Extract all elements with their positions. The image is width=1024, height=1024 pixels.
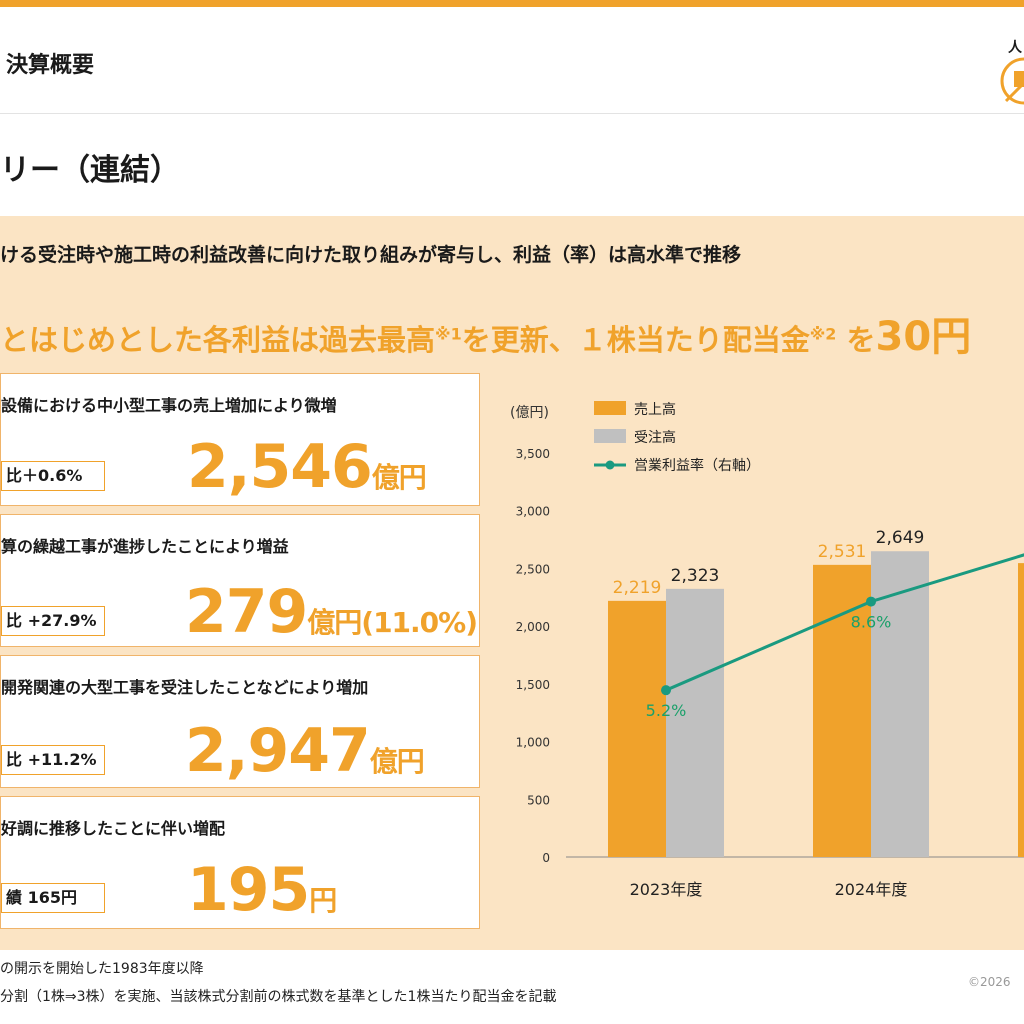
kpi-margin: (11.0%) [361, 606, 478, 639]
bar-data-label: 2,649 [876, 528, 925, 548]
kpi-value: 195円 [187, 855, 337, 925]
y-tick-label: 500 [527, 793, 550, 807]
x-tick-label: 2023年度 [630, 880, 703, 899]
margin-data-label: 5.2% [646, 701, 687, 720]
kpi-card-sales: 設備における中小型工事の売上増加により微増 比＋0.6% 2,546億円 [0, 373, 480, 506]
y-tick-label: 1,000 [516, 736, 550, 750]
margin-point [661, 685, 671, 696]
kpi-yoy-badge: 績 165円 [1, 883, 105, 913]
top-accent-bar [0, 0, 1024, 7]
footnote-mark-2: ※2 [809, 324, 837, 344]
kpi-number: 2,546 [187, 432, 373, 502]
kpi-yoy-badge: 比＋0.6% [1, 461, 105, 491]
bar [813, 564, 871, 857]
legend-swatch [594, 401, 626, 415]
bar-data-label: 2,323 [671, 566, 720, 586]
kpi-number: 279 [185, 577, 308, 647]
bar [666, 588, 724, 857]
copyright: ©2026 [968, 975, 1011, 989]
y-tick-label: 0 [542, 851, 550, 865]
slide-title: リー（連結） [0, 153, 180, 188]
legend-swatch [594, 429, 626, 443]
footnotes: の開示を開始した1983年度以降 分割（1株⇒3株）を実施、当該株式分割前の株式… [0, 958, 556, 1014]
kpi-description: 好調に推移したことに伴い増配 [1, 819, 226, 838]
kpi-card-operating-profit: 算の繰越工事が進捗したことにより増益 比 +27.9% 279億円(11.0%) [0, 514, 480, 647]
legend-label: 受注高 [634, 429, 676, 446]
summary-line-2-part-c: を [846, 323, 876, 357]
y-axis-label: (億円) [510, 405, 549, 421]
kpi-value: 2,947億円 [185, 716, 425, 786]
bar [608, 600, 666, 857]
kpi-yoy-badge: 比 +11.2% [1, 745, 105, 775]
kpi-unit: 円 [309, 884, 337, 917]
performance-chart: (億円) 0 500 1,000 1,500 2,000 2,500 3,000 3,500 売上… [510, 401, 1024, 899]
kpi-card-orders: 開発関連の大型工事を受注したことなどにより増加 比 +11.2% 2,947億円 [0, 655, 480, 788]
footnote-1: の開示を開始した1983年度以降 [0, 961, 204, 977]
kpi-yoy-badge: 比 +27.9% [1, 606, 105, 636]
kpi-card-dividend: 好調に推移したことに伴い増配 績 165円 195円 [0, 796, 480, 929]
bar [1018, 563, 1024, 857]
kpi-unit: 億円 [307, 606, 362, 639]
bar [871, 551, 929, 857]
company-logo: 人 [998, 37, 1024, 117]
logo-char: 人 [1008, 40, 1022, 56]
kpi-number: 195 [187, 855, 310, 925]
kpi-description: 算の繰越工事が進捗したことにより増益 [1, 537, 289, 556]
footnote-mark-1: ※1 [435, 324, 462, 344]
y-tick-label: 3,500 [516, 447, 550, 461]
legend-label: 営業利益率（右軸） [634, 457, 760, 474]
margin-point [866, 596, 876, 607]
kpi-number: 2,947 [185, 716, 371, 786]
header: 決算概要 人 [0, 7, 1024, 114]
bar-data-label: 2,219 [613, 578, 662, 598]
summary-line-2-part-b: を更新、１株当たり配当金 [461, 323, 810, 357]
kpi-value: 2,546億円 [187, 432, 427, 502]
y-tick-label: 2,000 [516, 620, 550, 634]
kpi-unit: 億円 [371, 461, 427, 494]
summary-line-1: ける受注時や施工時の利益改善に向けた取り組みが寄与し、利益（率）は高水準で推移 [0, 244, 742, 266]
kpi-unit: 億円 [369, 745, 425, 778]
kpi-description: 設備における中小型工事の売上増加により微増 [1, 396, 337, 415]
logo-emblem-icon [1000, 57, 1024, 105]
summary-line-2: とはじめとした各利益は過去最高※1を更新、１株当たり配当金※2 を30円 [0, 304, 971, 362]
y-tick-label: 1,500 [516, 678, 550, 692]
kpi-value: 279億円(11.0%) [185, 577, 478, 647]
dividend-highlight: 30円 [875, 314, 972, 360]
header-title: 決算概要 [6, 53, 95, 78]
x-tick-label: 2024年度 [835, 880, 908, 899]
margin-data-label: 8.6% [851, 613, 892, 632]
legend-label: 売上高 [634, 401, 676, 418]
summary-line-2-part-a: とはじめとした各利益は過去最高 [0, 323, 436, 357]
legend-swatch-marker [605, 460, 615, 470]
kpi-description: 開発関連の大型工事を受注したことなどにより増加 [1, 678, 369, 697]
y-tick-label: 2,500 [516, 562, 550, 576]
y-tick-label: 3,000 [516, 505, 550, 519]
bar-data-label: 2,531 [818, 542, 867, 562]
footnote-2: 分割（1株⇒3株）を実施、当該株式分割前の株式数を基準とした1株当たり配当金を記… [0, 989, 557, 1005]
